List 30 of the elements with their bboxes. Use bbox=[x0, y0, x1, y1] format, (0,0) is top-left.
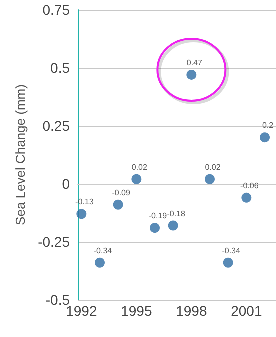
point bbox=[150, 223, 160, 234]
data-label: 0.2 bbox=[262, 121, 274, 130]
y-tick-label: 0 bbox=[62, 176, 70, 192]
data-label: -0.34 bbox=[94, 246, 113, 256]
point bbox=[132, 174, 142, 184]
point bbox=[223, 258, 234, 268]
x-tick-label: 1995 bbox=[121, 303, 152, 319]
y-tick-label: 0.25 bbox=[42, 118, 70, 134]
data-label: 0.47 bbox=[186, 58, 203, 68]
y-axis-title: Sea Level Change (mm) bbox=[13, 84, 28, 226]
point bbox=[168, 220, 178, 231]
y-tick-label: 0.75 bbox=[42, 2, 70, 18]
data-label: 0.02 bbox=[132, 162, 148, 172]
point bbox=[95, 258, 105, 268]
point bbox=[76, 209, 87, 220]
x-tick-label: 1998 bbox=[176, 303, 208, 319]
point bbox=[113, 200, 124, 210]
data-label: -0.19 bbox=[148, 212, 168, 221]
data-label: -0.34 bbox=[222, 246, 241, 256]
data-label: -0.06 bbox=[240, 181, 260, 190]
data-label: -0.18 bbox=[167, 209, 186, 218]
y-tick-label: -0.25 bbox=[38, 234, 70, 250]
x-tick-label: 2001 bbox=[231, 303, 262, 319]
y-tick-label: 0.5 bbox=[50, 60, 70, 76]
point bbox=[260, 132, 270, 143]
data-label: 0.02 bbox=[205, 162, 222, 172]
point bbox=[242, 192, 252, 203]
point bbox=[205, 174, 215, 184]
point bbox=[186, 70, 197, 80]
data-label: -0.09 bbox=[112, 188, 131, 198]
